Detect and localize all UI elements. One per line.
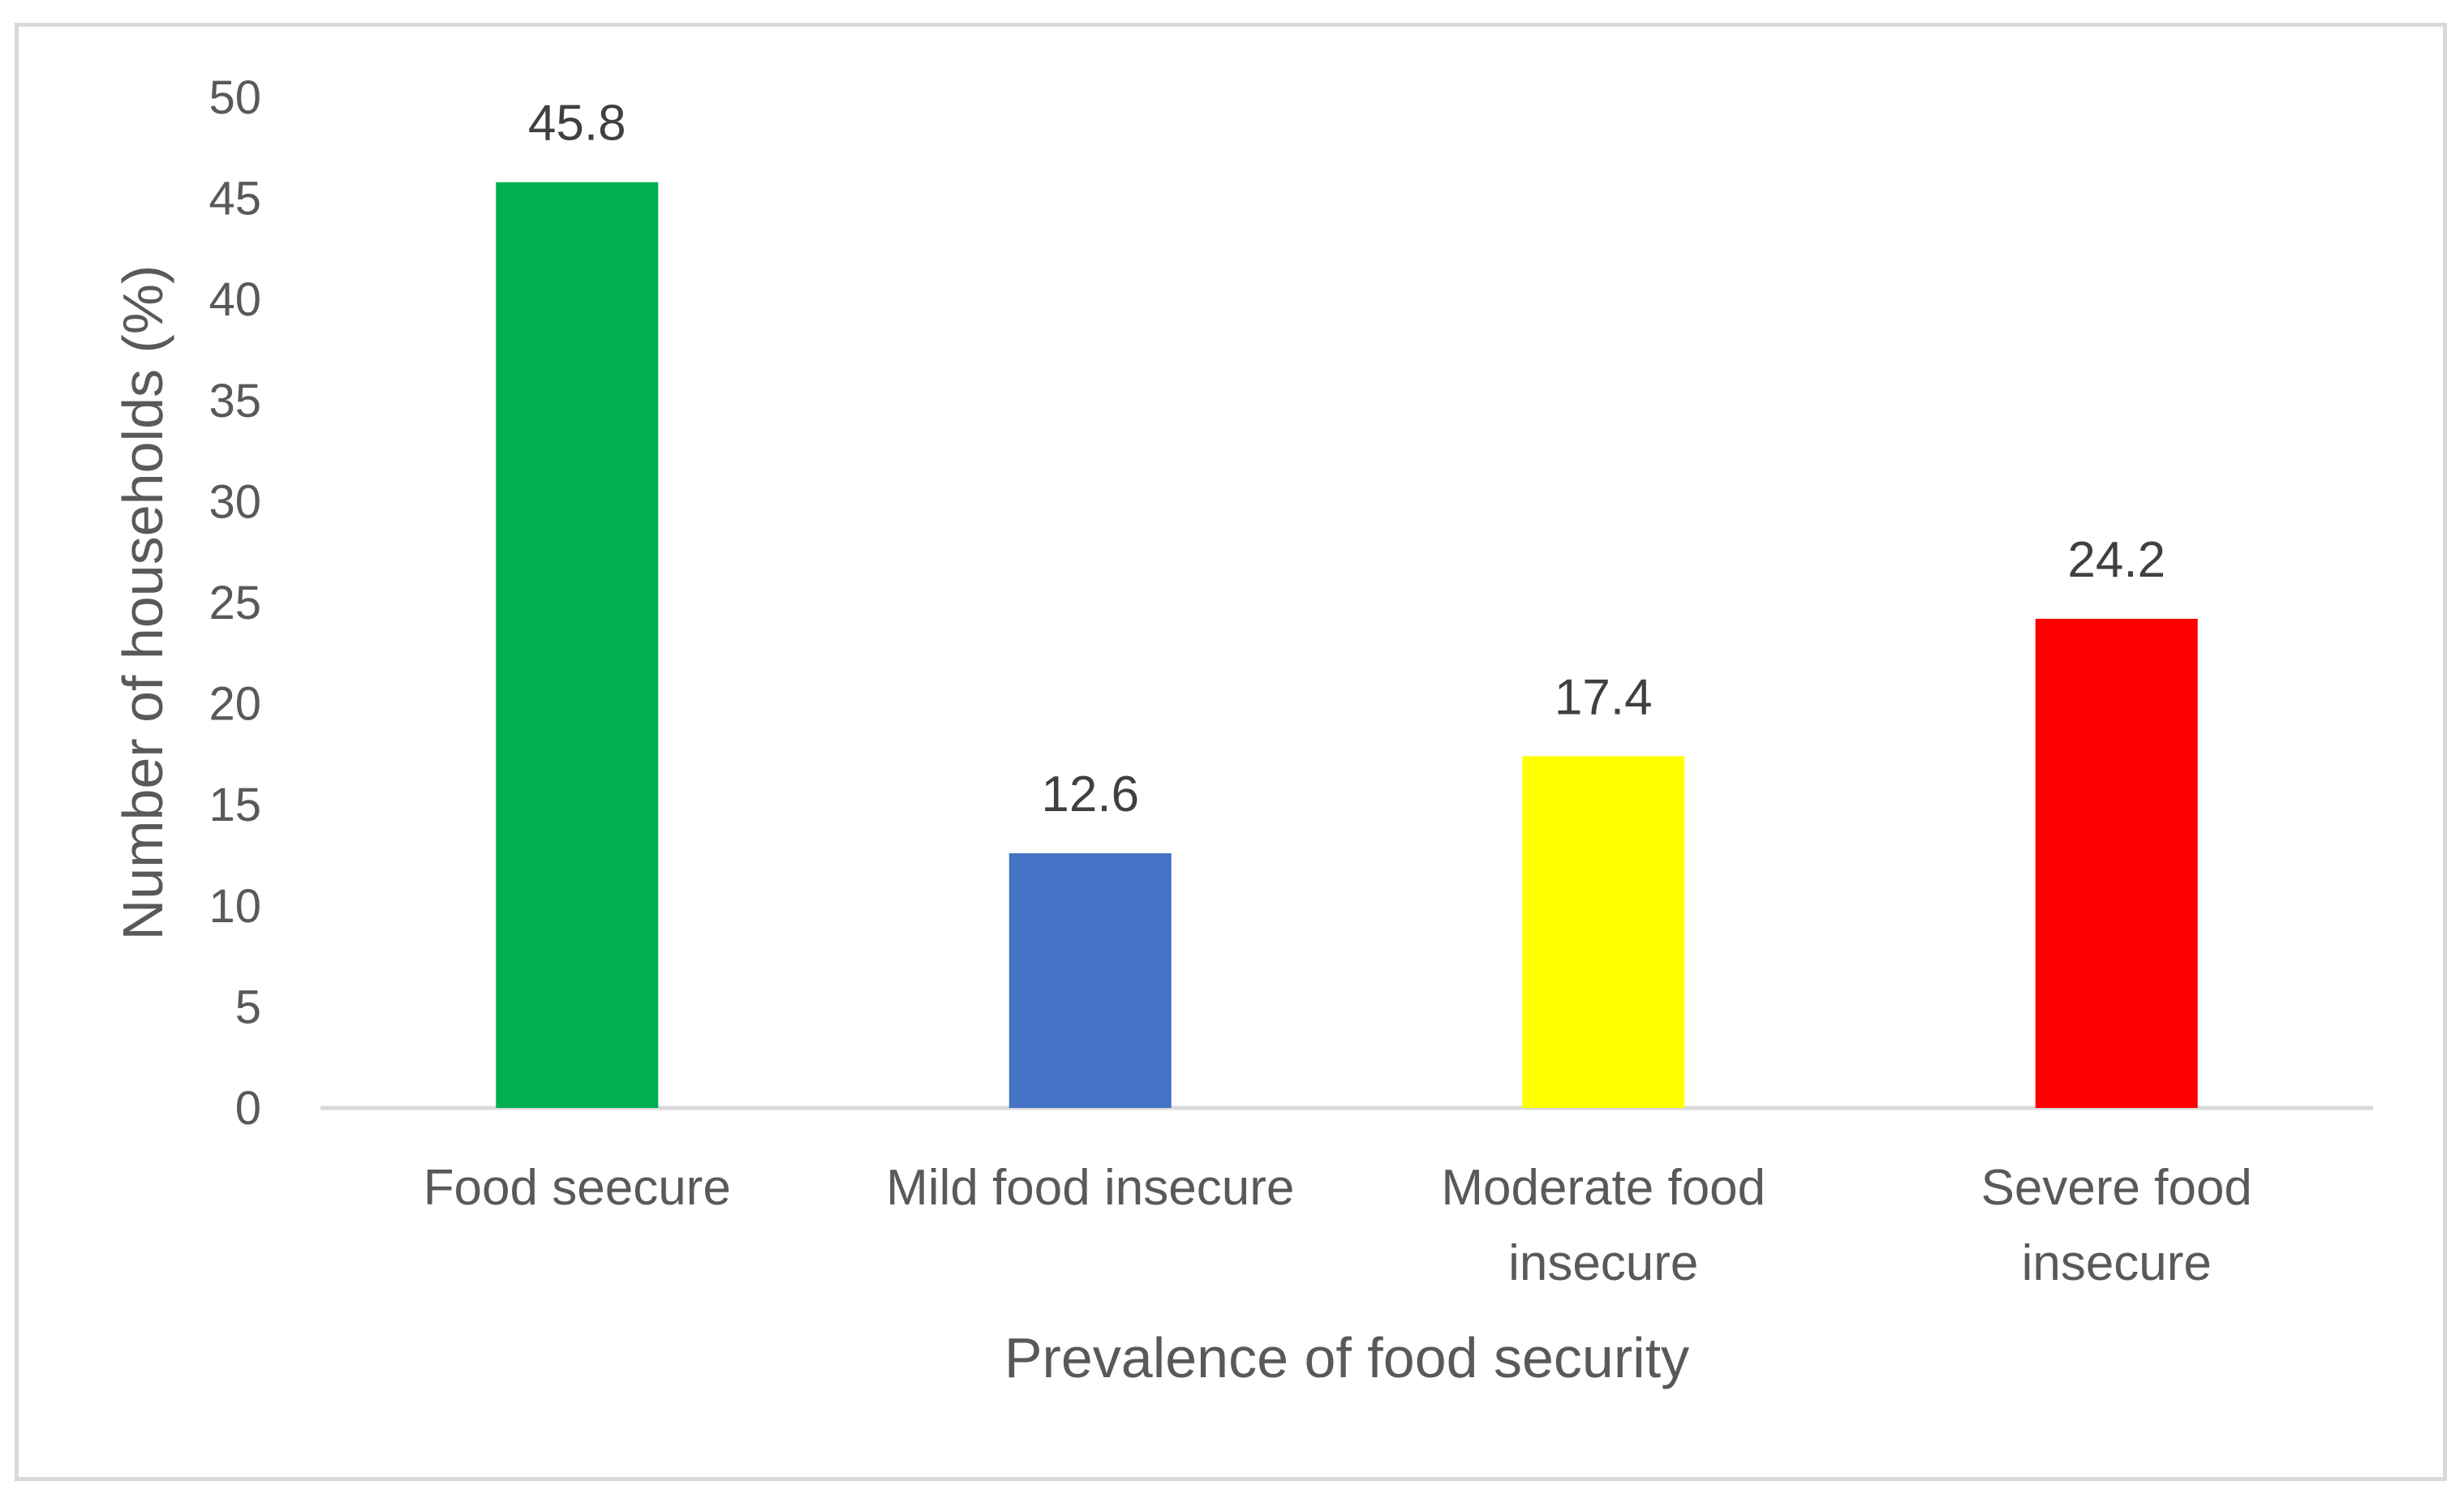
bar — [1522, 756, 1685, 1108]
x-category-label: Severe food — [1981, 1160, 2252, 1216]
x-category-label: Food seecure — [424, 1160, 731, 1216]
data-labels: 45.8 12.6 17.4 24.2 — [528, 96, 2165, 822]
y-tick-label: 25 — [209, 577, 261, 629]
x-category-label: insecure — [1508, 1235, 1698, 1291]
y-tick-label: 20 — [209, 678, 261, 731]
x-axis-title: Prevalence of food security — [1004, 1326, 1689, 1389]
x-category-label: Moderate food — [1441, 1160, 1765, 1216]
y-tick-label: 15 — [209, 779, 261, 831]
y-axis-ticks: 0 5 10 15 20 25 30 35 40 45 50 — [209, 71, 261, 1135]
y-tick-label: 30 — [209, 475, 261, 528]
x-category-label: Mild food insecure — [886, 1160, 1294, 1216]
y-tick-label: 0 — [235, 1082, 261, 1135]
y-tick-label: 10 — [209, 880, 261, 933]
bar-data-label: 45.8 — [528, 96, 626, 152]
y-axis-title: Number of households (%) — [111, 265, 174, 941]
x-category-label: insecure — [2022, 1235, 2212, 1291]
x-axis-category-labels: Food seecure Mild food insecure Moderate f… — [424, 1160, 2252, 1291]
y-tick-label: 5 — [235, 981, 261, 1033]
bar-data-label: 17.4 — [1555, 669, 1653, 725]
bar-data-label: 24.2 — [2067, 532, 2165, 588]
y-tick-label: 40 — [209, 273, 261, 326]
bar — [496, 182, 659, 1108]
bar — [2035, 618, 2198, 1108]
bar — [1008, 853, 1172, 1108]
bar-data-label: 12.6 — [1041, 766, 1139, 822]
y-tick-label: 50 — [209, 71, 261, 124]
bars — [496, 182, 2198, 1108]
y-tick-label: 35 — [209, 375, 261, 427]
y-tick-label: 45 — [209, 173, 261, 225]
